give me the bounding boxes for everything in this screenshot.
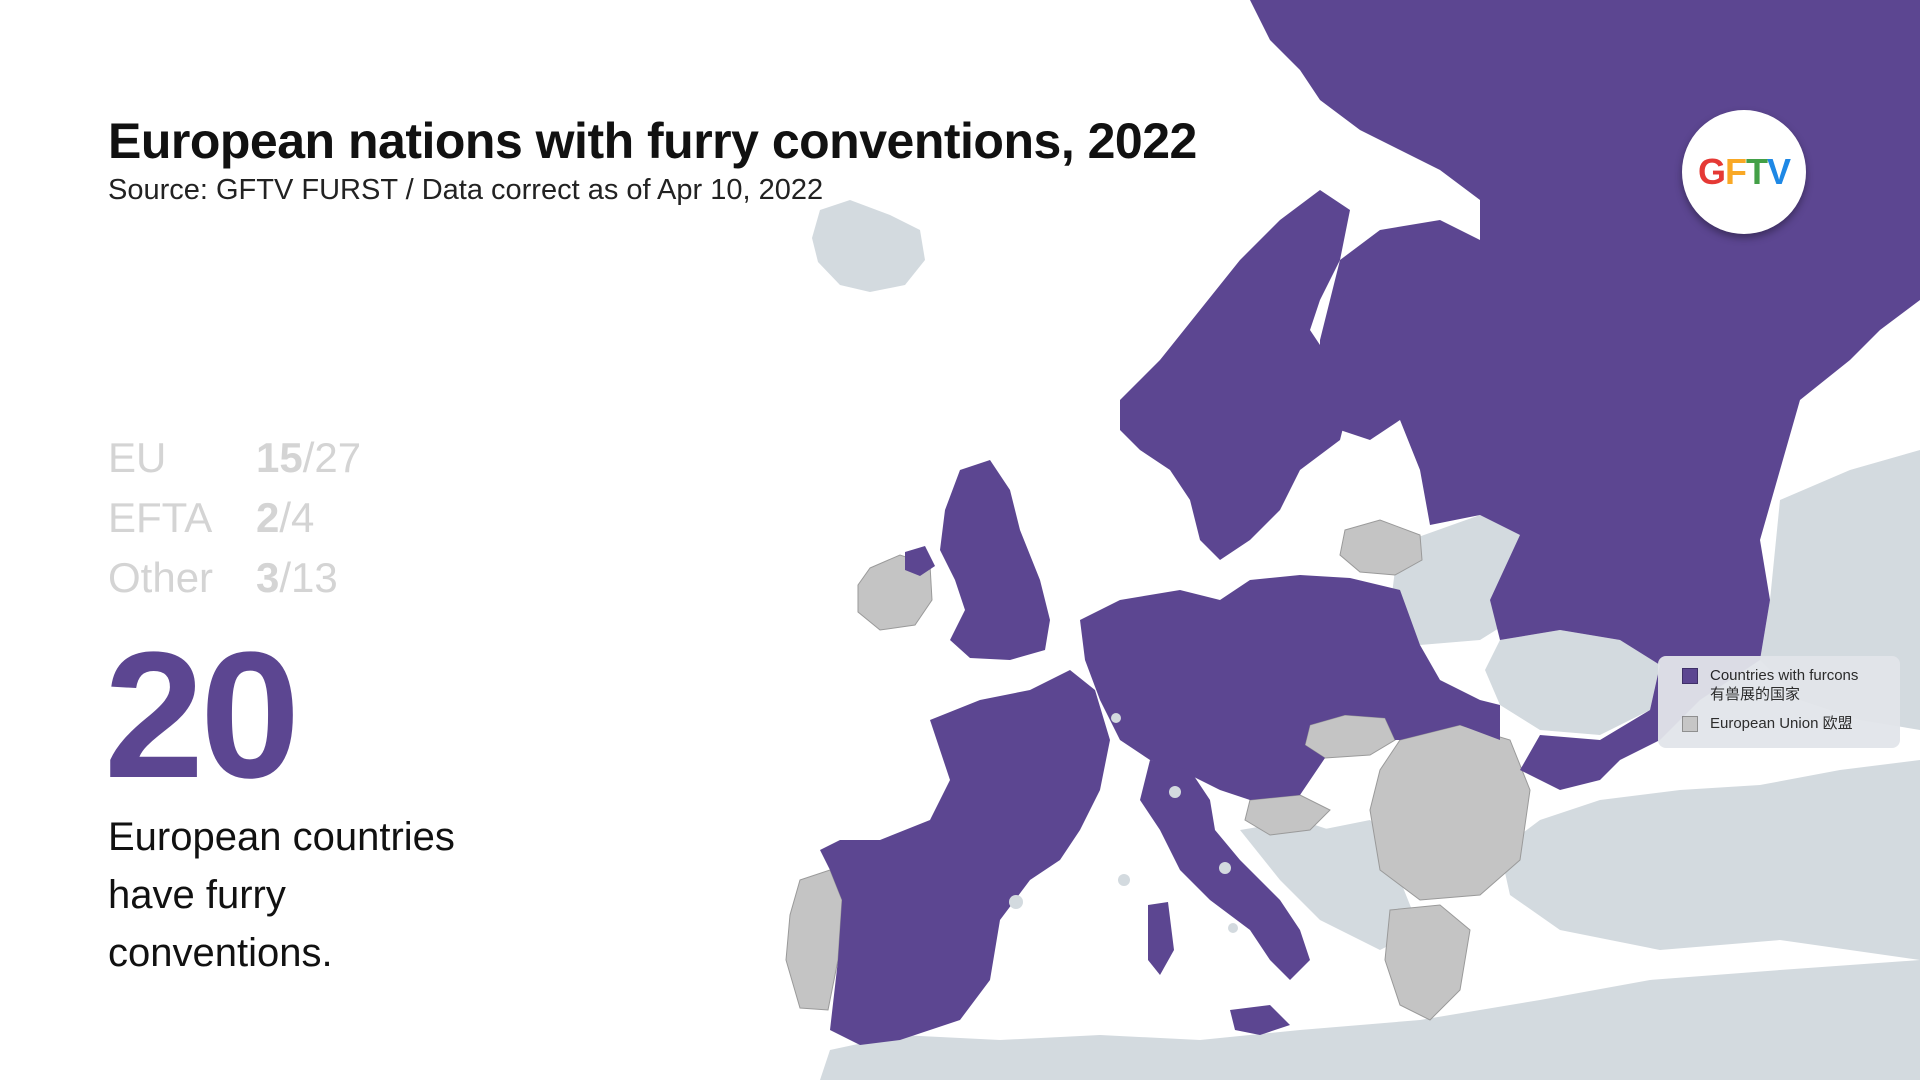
stat-count: 3	[256, 554, 280, 601]
slovakia	[1304, 714, 1396, 759]
legend-item-eu: European Union 欧盟	[1682, 714, 1853, 733]
sicily	[1230, 1005, 1290, 1035]
north-africa	[820, 960, 1920, 1080]
legend-label: European Union 欧盟	[1710, 715, 1853, 732]
stat-count: 15	[256, 434, 303, 481]
membership-stats: EU 15/27 EFTA 2/4 Other 3/13	[108, 428, 361, 608]
sardinia	[1148, 902, 1174, 975]
legend-label-zh: 有兽展的国家	[1710, 686, 1801, 703]
total-count: 20	[104, 615, 300, 816]
stat-total: /27	[302, 434, 362, 481]
great-britain	[940, 460, 1050, 660]
balkans-west	[1240, 820, 1420, 950]
stat-value: 2/4	[256, 494, 314, 542]
portugal	[785, 869, 843, 1011]
central-europe	[1080, 575, 1500, 800]
total-caption: European countries have furry convention…	[108, 808, 568, 982]
caption-line: have furry	[108, 873, 286, 917]
microstate-dots	[1009, 713, 1238, 933]
legend-label: Countries with furcons	[1710, 667, 1859, 684]
stat-row-other: Other 3/13	[108, 548, 361, 608]
turkey-middle-east	[1500, 760, 1920, 960]
logo-letter: F	[1725, 151, 1747, 192]
stat-total: /13	[279, 554, 338, 601]
legend-item-furcon: Countries with furcons 有兽展的国家	[1682, 666, 1858, 704]
scandinavia	[1120, 190, 1350, 560]
caption-line: conventions.	[108, 931, 333, 975]
stat-total: /4	[279, 494, 315, 541]
stat-value: 3/13	[256, 554, 338, 602]
stat-count: 2	[256, 494, 280, 541]
logo-letter: V	[1767, 151, 1791, 192]
northern-ireland	[905, 546, 935, 576]
caption-line: European countries	[108, 815, 455, 859]
greece	[1384, 904, 1471, 1021]
eu-without-furcons	[785, 519, 1531, 1021]
ukraine	[1485, 630, 1660, 735]
page-subtitle: Source: GFTV FURST / Data correct as of …	[108, 174, 824, 206]
furcon-swatch	[1682, 668, 1698, 684]
stat-value: 15/27	[256, 434, 361, 482]
eu-swatch	[1682, 716, 1698, 732]
stat-label: Other	[108, 554, 214, 601]
iceland	[812, 200, 925, 292]
page-title: European nations with furry conventions,…	[108, 113, 1197, 169]
stat-label: EU	[108, 434, 167, 481]
stat-row-eu: EU 15/27	[108, 428, 361, 488]
stat-label: EFTA	[108, 494, 213, 541]
baltics	[1339, 519, 1423, 576]
stat-row-efta: EFTA 2/4	[108, 488, 361, 548]
gftv-logo: G F T V	[1682, 110, 1806, 234]
map-legend: Countries with furcons 有兽展的国家 European U…	[1658, 656, 1900, 748]
france-iberia	[820, 670, 1110, 1045]
logo-letter: G	[1697, 151, 1726, 192]
finland	[1320, 290, 1410, 440]
logo-letter: T	[1746, 151, 1768, 192]
